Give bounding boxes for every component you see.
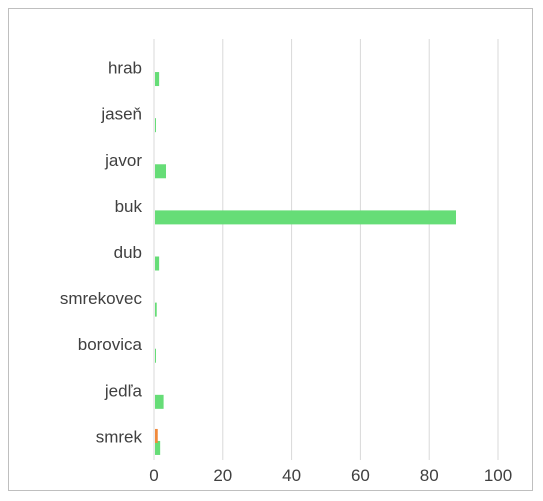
bar-series0-0	[155, 72, 160, 87]
bar-series1-8	[155, 428, 158, 443]
x-tick-label: 60	[351, 466, 370, 485]
chart-frame	[8, 8, 533, 491]
x-tick-label: 100	[484, 466, 512, 485]
category-label-6: borovica	[78, 335, 143, 354]
bar-series0-8	[155, 440, 161, 455]
category-label-7: jedľa	[104, 381, 143, 400]
bar-series0-2	[155, 164, 167, 179]
x-tick-label: 40	[282, 466, 301, 485]
category-label-3: buk	[115, 197, 143, 216]
bar-series0-4	[155, 256, 160, 271]
bar-series0-3	[155, 210, 456, 225]
x-tick-label: 0	[149, 466, 158, 485]
bars	[155, 72, 456, 455]
x-tick-labels: 0 20 40 60 80 100	[149, 466, 512, 485]
bar-series0-5	[155, 302, 157, 317]
gridlines	[153, 39, 499, 460]
bar-series0-6	[155, 348, 156, 363]
category-label-8: smrek	[96, 427, 143, 446]
category-label-1: jaseň	[100, 105, 142, 124]
category-labels: hrab jaseň javor buk dub smrekovec borovica jed…	[60, 59, 143, 447]
bar-series0-7	[155, 394, 164, 409]
x-tick-label: 80	[420, 466, 439, 485]
category-label-2: javor	[104, 151, 142, 170]
x-tick-label: 20	[213, 466, 232, 485]
bar-series0-1	[155, 118, 156, 133]
category-label-0: hrab	[108, 59, 142, 78]
category-label-5: smrekovec	[60, 289, 143, 308]
category-label-4: dub	[114, 243, 142, 262]
